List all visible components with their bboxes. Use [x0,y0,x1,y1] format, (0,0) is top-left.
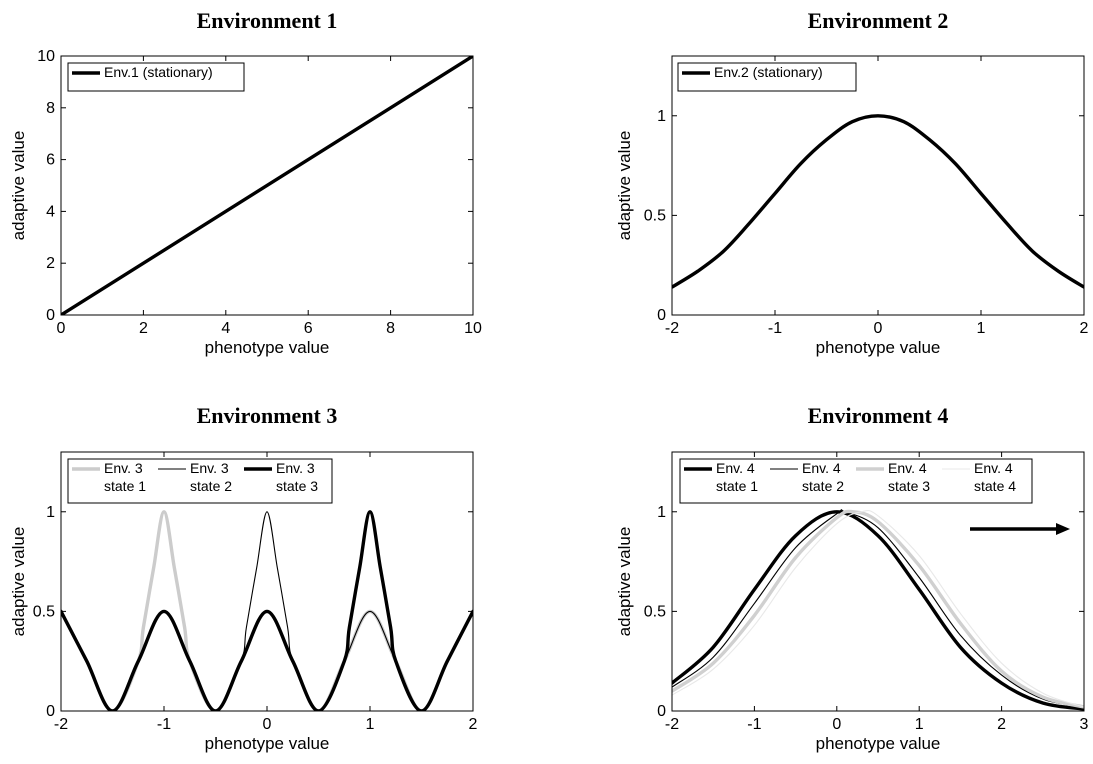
x-tick-label: 1 [366,716,375,733]
chart-title: Environment 4 [808,403,949,428]
y-tick-label: 0 [657,703,666,720]
x-axis-label: phenotype value [205,734,330,753]
x-axis-label: phenotype value [205,338,330,357]
legend-label: Env. 4 [802,460,841,476]
legend-box [679,458,1033,504]
legend-label: state 3 [276,478,318,494]
chart-panel-2: Environment 2 -2 -1 0 1 2 0 0.5 1 phenotype value… [615,8,1089,357]
series-line-3 [61,510,473,711]
x-axis-label: phenotype value [816,734,941,753]
x-tick-label: 8 [386,320,395,337]
legend-label: Env. 4 [888,460,927,476]
plot-frame [671,451,1085,712]
x-tick-label: 1 [977,320,986,337]
legend-label: state 2 [190,478,232,494]
direction-arrow [970,523,1070,535]
y-tick-label: 0.5 [644,603,666,620]
legend-label: state 1 [716,478,758,494]
legend-label: Env.1 (stationary) [104,64,213,80]
y-tick-label: 0 [657,307,666,324]
y-axis-label: adaptive value [615,131,634,241]
series-line-2 [672,509,1084,708]
chart-title: Environment 3 [197,403,338,428]
x-tick-label: 0 [874,320,883,337]
x-tick-label: 6 [304,320,313,337]
x-axis-label: phenotype value [816,338,941,357]
plot-frame [60,55,474,316]
y-tick-label: 4 [46,203,55,220]
legend-label: Env. 3 [276,460,315,476]
legend-box [677,62,857,92]
legend: Env.2 (stationary) [677,62,857,92]
legend-label: state 2 [802,478,844,494]
chart-panel-1: Environment 1 0 2 4 6 8 10 0 2 4 6 8 10 phenotype val… [9,8,482,357]
y-axis-label: adaptive value [615,527,634,637]
x-tick-label: -1 [747,716,761,733]
x-tick-label: 0 [263,716,272,733]
y-tick-label: 8 [46,100,55,117]
chart-title: Environment 1 [197,8,338,33]
x-tick-label: 4 [221,320,230,337]
x-tick-label: -2 [665,320,679,337]
x-tick-label: 0 [57,320,66,337]
y-axis-label: adaptive value [9,131,28,241]
chart-panel-3: Environment 3 -2 -1 0 1 2 0 0.5 1 phenotype value… [9,403,478,753]
series-line-4 [672,509,1084,708]
legend-label: Env. 4 [716,460,755,476]
legend-label: Env. 3 [104,460,143,476]
x-tick-label: 2 [139,320,148,337]
y-tick-label: 0.5 [33,603,55,620]
plot-frame [671,55,1085,316]
legend-label: state 4 [974,478,1016,494]
legend: Env. 4 state 1 Env. 4 state 2 Env. 4 state 3 E… [679,458,1033,504]
y-tick-label: 1 [657,504,666,521]
series-line-1 [672,114,1084,289]
y-tick-label: 2 [46,255,55,272]
series-line-3 [672,509,1084,709]
series-line-1 [61,56,473,315]
x-tick-label: 10 [464,320,482,337]
legend-label: Env.2 (stationary) [714,64,823,80]
chart-title: Environment 2 [808,8,949,33]
y-tick-label: 0 [46,703,55,720]
y-tick-label: 1 [46,504,55,521]
legend-label: state 3 [888,478,930,494]
x-tick-label: 0 [832,716,841,733]
legend-label: Env. 3 [190,460,229,476]
x-tick-label: -1 [157,716,171,733]
x-tick-label: 1 [915,716,924,733]
legend-label: state 1 [104,478,146,494]
x-tick-label: -2 [54,716,68,733]
x-tick-label: 2 [469,716,478,733]
legend: Env.1 (stationary) [67,62,245,92]
y-tick-label: 1 [657,108,666,125]
x-tick-label: 2 [997,716,1006,733]
y-tick-label: 0 [46,307,55,324]
legend: Env. 3 state 1 Env. 3 state 2 Env. 3 state 3 [67,458,333,504]
x-tick-label: -1 [768,320,782,337]
y-tick-label: 10 [37,48,55,65]
legend-box [67,62,245,92]
series-line-1 [672,510,1084,711]
x-tick-label: 3 [1080,716,1089,733]
y-axis-label: adaptive value [9,527,28,637]
legend-label: Env. 4 [974,460,1013,476]
x-tick-label: 2 [1080,320,1089,337]
legend-box [67,458,333,504]
x-tick-label: -2 [665,716,679,733]
y-tick-label: 0.5 [644,207,666,224]
y-tick-label: 6 [46,152,55,169]
